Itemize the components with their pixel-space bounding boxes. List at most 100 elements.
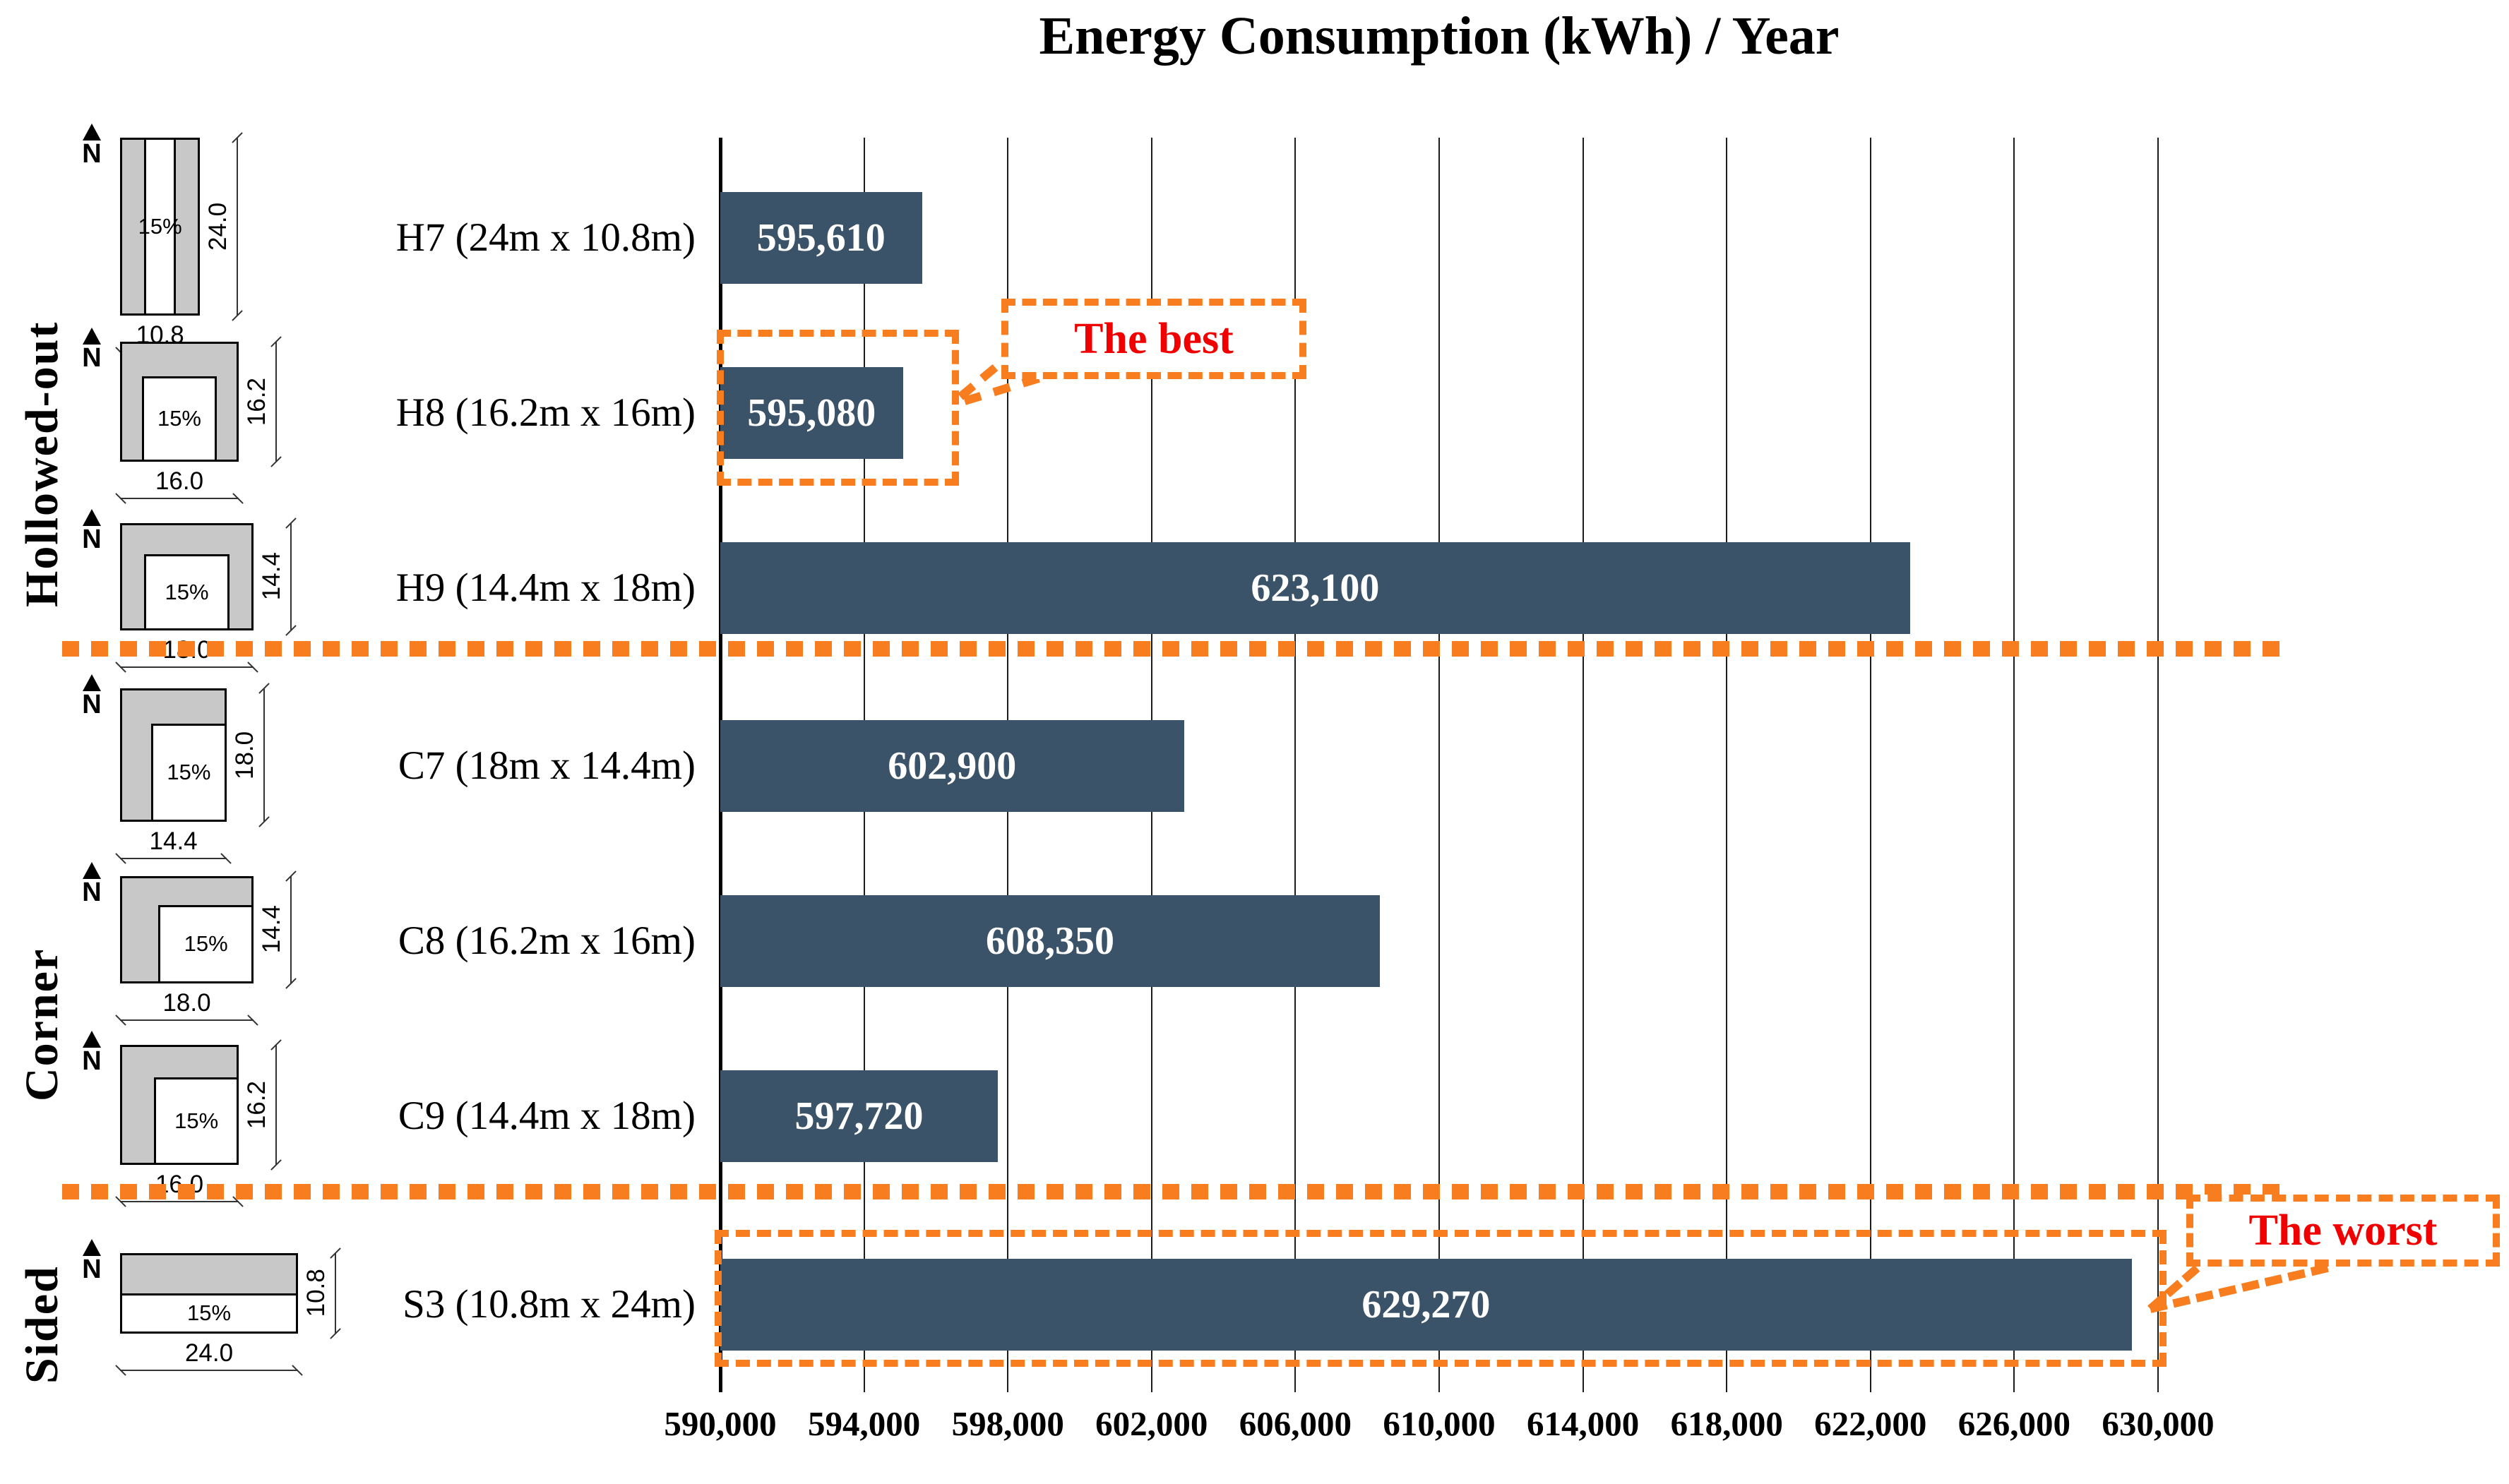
height-dim-line [290,523,292,630]
north-arrow-icon: N [78,327,106,371]
north-label: N [82,689,102,719]
height-dim-line [237,138,239,316]
category-label-C8: C8 (16.2m x 16m) [398,918,696,963]
callout-worst-label: The worst [2248,1206,2438,1255]
building-outline: 15% [120,1044,239,1166]
width-dim-label: 18.0 [120,989,254,1021]
courtyard-cutout: 15% [158,905,251,981]
north-arrow-icon: N [78,1239,106,1283]
highlight-box-worst [715,1230,2167,1367]
footprint-diagram-C8: 15% N 14.4 18.0 [82,862,292,1021]
north-arrow-triangle [83,124,101,140]
bar-value-label-S3: 629,270 [1361,1283,1491,1327]
footprint-diagram-H8: 15% N 16.2 16.0 [82,327,277,500]
category-label-H9: H9 (14.4m x 18m) [395,566,696,610]
gridline-606,000 [1294,138,1297,1392]
footprint-diagram-C7: 15% N 18.0 14.4 [82,674,266,859]
height-dim-line [275,341,277,462]
height-dim-label: 16.2 [243,377,270,426]
gridline-614,000 [1582,138,1584,1392]
building-outline: 15% [120,1253,298,1334]
bar-value-label-C7: 602,900 [888,744,1017,788]
bar-H9: 623,100 [720,542,1910,634]
x-tick-label: 606,000 [1239,1404,1352,1443]
group-label-sided: Sided [16,1265,68,1384]
bar-value-label-H9: 623,100 [1251,566,1380,610]
bar-S3: 629,270 [720,1259,2132,1351]
building-outline: 15% [120,341,239,462]
callout-best-label: The best [1074,314,1234,363]
area-percent-label: 15% [174,1108,219,1133]
bar-value-label-C9: 597,720 [794,1094,924,1138]
north-arrow-triangle [83,509,101,527]
north-label: N [82,139,102,169]
height-dim-label: 14.4 [258,552,285,602]
north-arrow-triangle [83,674,101,691]
width-dim-line [120,498,239,500]
north-label: N [82,878,102,908]
north-arrow-triangle [83,862,101,880]
courtyard-cutout: 15% [154,1077,237,1163]
x-tick-label: 602,000 [1095,1404,1208,1443]
width-dim-line [120,1019,254,1021]
x-tick-label: 594,000 [807,1404,921,1443]
north-arrow-icon: N [78,1030,106,1076]
width-dim-label: 16.0 [120,467,239,500]
gridline-622,000 [1869,138,1871,1392]
bar-H7: 595,610 [720,192,922,284]
height-dim-line [290,876,292,983]
building-outline: 15% [120,688,227,822]
north-label: N [82,1046,102,1076]
footprint-diagram-S3: 15% N 10.8 24.0 [82,1239,336,1371]
gridline-630,000 [2157,138,2159,1392]
chart-title: Energy Consumption (kWh) / Year [1039,6,1840,66]
width-dim-label: 24.0 [120,1339,298,1371]
area-percent-label: 15% [167,760,211,785]
footprint-diagram-H7: 15% N 24.0 10.8 [82,124,239,353]
width-dim-line [120,1201,239,1203]
north-arrow-icon: N [78,509,106,553]
courtyard-cutout: 15% [138,140,182,313]
bar-C7: 602,900 [720,720,1184,812]
building-outline: 15% [120,876,254,983]
callout-best: The best [1001,299,1306,379]
x-tick-label: 618,000 [1670,1404,1783,1443]
footprint-diagram-C9: 15%N16.216.0 [82,1030,277,1203]
group-separator-1 [62,641,2281,657]
group-label-hollowed-out: Hollowed-out [16,321,68,607]
category-label-H7: H7 (24m x 10.8m) [395,215,696,260]
width-dim-line [120,857,227,859]
bar-C8: 608,350 [720,895,1380,987]
north-label: N [82,525,102,555]
width-dim-line [120,666,254,668]
bar-C9: 597,720 [720,1070,998,1162]
height-dim-label: 18.0 [231,730,259,779]
bar-H8: 595,080 [720,367,903,459]
height-dim-label: 24.0 [204,202,232,251]
north-arrow-triangle [83,327,101,345]
area-percent-label: 15% [138,214,182,239]
courtyard-cutout: 15% [141,376,217,460]
footprint-diagram-H9: 15%N14.418.0 [82,509,292,668]
north-arrow-triangle [83,1239,101,1257]
area-percent-label: 15% [157,406,201,431]
bar-value-label-C8: 608,350 [986,919,1114,963]
north-arrow-triangle [83,1030,101,1048]
height-dim-label: 10.8 [302,1269,330,1318]
height-dim-label: 16.2 [243,1080,270,1130]
x-tick-label: 614,000 [1526,1404,1640,1443]
category-label-C7: C7 (18m x 14.4m) [398,743,696,788]
category-label-H8: H8 (16.2m x 16m) [395,390,696,435]
building-outline: 15% [120,138,201,316]
courtyard-cutout: 15% [150,724,225,820]
courtyard-cutout: 15% [122,1293,296,1332]
height-dim-line [275,1044,277,1166]
gridline-626,000 [2013,138,2015,1392]
height-dim-label: 14.4 [258,905,285,955]
callout-worst: The worst [2186,1195,2500,1267]
width-dim-label: 14.4 [120,827,227,859]
area-percent-label: 15% [184,931,228,957]
area-percent-label: 15% [186,1300,232,1326]
gridline-618,000 [1726,138,1728,1392]
